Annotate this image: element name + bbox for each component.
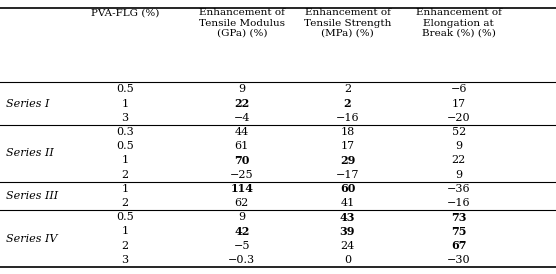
Text: 62: 62: [235, 198, 249, 208]
Text: −20: −20: [447, 113, 470, 123]
Text: 18: 18: [340, 127, 355, 137]
Text: 9: 9: [239, 84, 245, 94]
Text: −17: −17: [336, 170, 359, 179]
Text: −6: −6: [450, 84, 467, 94]
Text: 2: 2: [122, 241, 128, 251]
Text: −25: −25: [230, 170, 254, 179]
Text: 0.5: 0.5: [116, 84, 134, 94]
Text: −5: −5: [234, 241, 250, 251]
Text: 114: 114: [230, 183, 254, 194]
Text: 0.5: 0.5: [116, 141, 134, 151]
Text: 60: 60: [340, 183, 355, 194]
Text: 22: 22: [451, 155, 466, 165]
Text: 52: 52: [451, 127, 466, 137]
Text: 41: 41: [340, 198, 355, 208]
Text: 29: 29: [340, 155, 355, 166]
Text: 9: 9: [455, 170, 462, 179]
Text: 1: 1: [122, 226, 128, 236]
Text: Series III: Series III: [6, 191, 58, 201]
Text: 67: 67: [451, 240, 466, 251]
Text: 2: 2: [122, 170, 128, 179]
Text: 3: 3: [122, 255, 128, 265]
Text: 2: 2: [344, 98, 351, 109]
Text: 1: 1: [122, 99, 128, 109]
Text: 42: 42: [234, 226, 250, 237]
Text: PVA-FLG (%): PVA-FLG (%): [91, 8, 159, 17]
Text: −16: −16: [336, 113, 359, 123]
Text: 0.3: 0.3: [116, 127, 134, 137]
Text: Series II: Series II: [6, 148, 53, 158]
Text: 17: 17: [451, 99, 466, 109]
Text: 61: 61: [235, 141, 249, 151]
Text: −4: −4: [234, 113, 250, 123]
Text: 17: 17: [340, 141, 355, 151]
Text: 43: 43: [340, 212, 355, 223]
Text: 44: 44: [235, 127, 249, 137]
Text: 0.5: 0.5: [116, 212, 134, 222]
Text: −36: −36: [447, 184, 470, 194]
Text: −16: −16: [447, 198, 470, 208]
Text: 1: 1: [122, 184, 128, 194]
Text: 75: 75: [451, 226, 466, 237]
Text: Enhancement of
Tensile Modulus
(GPa) (%): Enhancement of Tensile Modulus (GPa) (%): [199, 8, 285, 38]
Text: Enhancement of
Tensile Strength
(MPa) (%): Enhancement of Tensile Strength (MPa) (%…: [304, 8, 391, 38]
Text: Series IV: Series IV: [6, 233, 57, 244]
Text: Enhancement of
Elongation at
Break (%) (%): Enhancement of Elongation at Break (%) (…: [416, 8, 502, 38]
Text: 73: 73: [451, 212, 466, 223]
Text: 0: 0: [344, 255, 351, 265]
Text: 22: 22: [234, 98, 250, 109]
Text: 2: 2: [122, 198, 128, 208]
Text: 3: 3: [122, 113, 128, 123]
Text: −0.3: −0.3: [229, 255, 255, 265]
Text: −30: −30: [447, 255, 470, 265]
Text: 39: 39: [340, 226, 355, 237]
Text: 1: 1: [122, 155, 128, 165]
Text: 9: 9: [239, 212, 245, 222]
Text: 2: 2: [344, 84, 351, 94]
Text: 70: 70: [234, 155, 250, 166]
Text: Series I: Series I: [6, 99, 49, 109]
Text: 24: 24: [340, 241, 355, 251]
Text: 9: 9: [455, 141, 462, 151]
